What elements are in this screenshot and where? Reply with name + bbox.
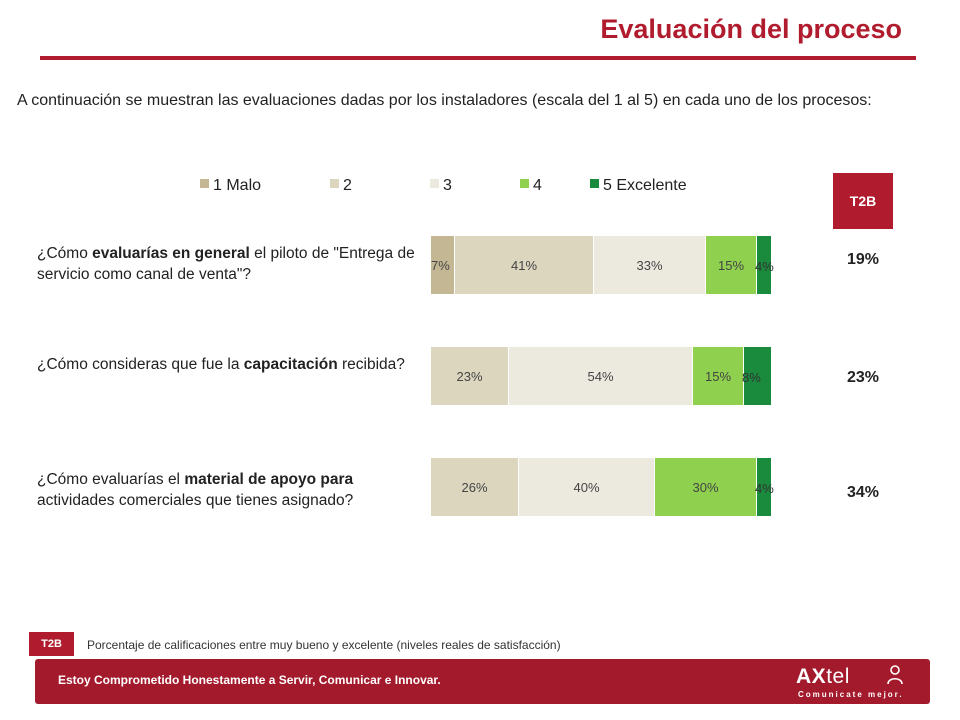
legend-label-5: 5 Excelente bbox=[603, 177, 687, 194]
data-label-q2-level3: 54% bbox=[587, 368, 614, 384]
data-label-q2-level4: 15% bbox=[704, 368, 732, 384]
question-2-pre: ¿Cómo consideras que fue la bbox=[37, 356, 244, 373]
intro-text: A continuación se muestran las evaluacio… bbox=[17, 92, 872, 109]
t2b-note-text: Porcentaje de calificaciones entre muy b… bbox=[87, 638, 561, 652]
data-label-q1-level1: 7% bbox=[431, 257, 450, 273]
t2b-value-2: 23% bbox=[846, 369, 880, 386]
legend-item-4: 4 bbox=[520, 177, 542, 195]
question-2-bold: capacitación bbox=[243, 356, 338, 373]
data-label-q1-level5: 4% bbox=[755, 259, 774, 274]
data-label-q3-level5: 4% bbox=[755, 481, 774, 496]
legend-swatch-4 bbox=[520, 179, 529, 189]
data-label-q3-level4: 30% bbox=[692, 479, 719, 495]
question-2: ¿Cómo consideras que fue la capacitación… bbox=[37, 354, 422, 375]
logo-tagline: Comunicate mejor. bbox=[798, 690, 904, 699]
legend-label-3: 3 bbox=[443, 177, 452, 194]
legend-swatch-5 bbox=[590, 179, 599, 189]
bar-segment-q2-level3: 54% bbox=[509, 347, 693, 405]
data-label-q1-level3: 33% bbox=[636, 257, 663, 273]
question-3-pre: ¿Cómo evaluarías el bbox=[37, 471, 185, 488]
bar-segment-q1-level5: 4% bbox=[755, 236, 774, 294]
question-1-post: el piloto de "Entrega de servicio como c… bbox=[37, 245, 415, 283]
question-1: ¿Cómo evaluarías en general el piloto de… bbox=[37, 243, 422, 285]
legend-swatch-3 bbox=[430, 179, 439, 189]
question-1-pre: ¿Cómo bbox=[37, 245, 93, 262]
bar-segment-q3-level4: 30% bbox=[655, 458, 757, 516]
legend-swatch-1 bbox=[200, 179, 209, 189]
t2b-value-3: 34% bbox=[846, 484, 880, 501]
bar-segment-q3-level5: 4% bbox=[755, 458, 774, 516]
bar-segment-q3-level2: 26% bbox=[431, 458, 519, 516]
bar-segment-q1-level4: 15% bbox=[706, 236, 757, 294]
data-label-q1-level4: 15% bbox=[717, 257, 745, 273]
bar-segment-q3-level3: 40% bbox=[519, 458, 655, 516]
logo-wordmark-rest: tel bbox=[826, 665, 850, 688]
question-3-bold: material de apoyo para bbox=[184, 471, 354, 488]
footer-bar: Estoy Comprometido Honestamente a Servir… bbox=[35, 659, 930, 704]
data-label-q3-level2: 26% bbox=[461, 479, 488, 495]
bar-row-1: 7% 41% 33% 15% 4% bbox=[431, 236, 774, 294]
legend-item-3: 3 bbox=[430, 177, 452, 195]
legend-item-1: 1 Malo bbox=[200, 177, 261, 195]
legend-item-5: 5 Excelente bbox=[590, 177, 687, 195]
axtel-logo: AXtel Comunicate mejor. bbox=[796, 663, 906, 701]
bar-segment-q2-level2: 23% bbox=[431, 347, 509, 405]
bar-row-3: 26% 40% 30% 4% bbox=[431, 458, 774, 516]
question-3-post: actividades comerciales que tienes asign… bbox=[37, 492, 354, 509]
question-3: ¿Cómo evaluarías el material de apoyo pa… bbox=[37, 469, 422, 511]
logo-wordmark: AXtel bbox=[796, 665, 850, 689]
legend-label-1: 1 Malo bbox=[213, 177, 262, 194]
page-title: Evaluación del proceso bbox=[600, 14, 902, 44]
footer-slogan: Estoy Comprometido Honestamente a Servir… bbox=[58, 673, 441, 687]
legend-swatch-2 bbox=[330, 179, 339, 189]
bar-segment-q1-level1: 7% bbox=[431, 236, 455, 294]
t2b-header: T2B bbox=[833, 173, 893, 229]
t2b-note-badge: T2B bbox=[29, 632, 74, 656]
question-2-post: recibida? bbox=[337, 356, 405, 373]
data-label-q2-level5: 8% bbox=[742, 370, 761, 385]
legend-label-2: 2 bbox=[343, 177, 352, 194]
legend-item-2: 2 bbox=[330, 177, 352, 195]
bar-row-2: 23% 54% 15% 8% bbox=[431, 347, 771, 405]
bar-segment-q1-level3: 33% bbox=[594, 236, 706, 294]
data-label-q3-level3: 40% bbox=[573, 479, 600, 495]
bar-segment-q2-level5: 8% bbox=[742, 347, 771, 405]
data-label-q1-level2: 41% bbox=[510, 257, 538, 273]
person-icon bbox=[887, 665, 903, 685]
legend-label-4: 4 bbox=[533, 177, 542, 194]
bar-segment-q1-level2: 41% bbox=[455, 236, 594, 294]
question-1-bold: evaluarías en general bbox=[92, 245, 250, 262]
title-divider bbox=[40, 56, 916, 60]
t2b-value-1: 19% bbox=[846, 251, 880, 268]
bar-segment-q2-level4: 15% bbox=[693, 347, 744, 405]
logo-wordmark-bold: AX bbox=[796, 665, 827, 688]
data-label-q2-level2: 23% bbox=[456, 368, 483, 384]
